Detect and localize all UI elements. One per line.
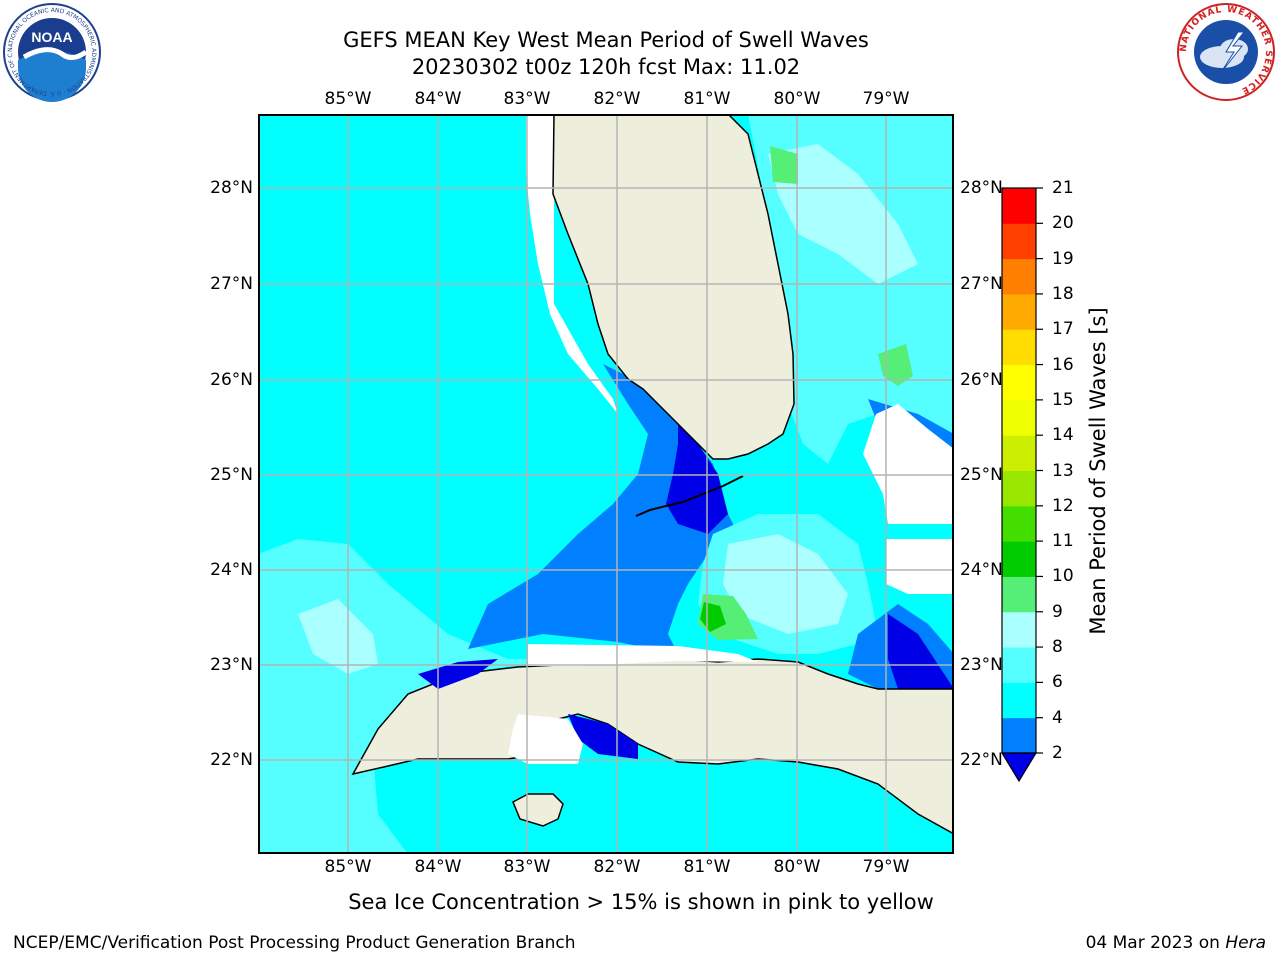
lat-label-right: 28°N bbox=[960, 178, 1003, 198]
lon-label-top: 81°W bbox=[683, 89, 731, 109]
lon-label-bottom: 85°W bbox=[324, 857, 372, 877]
colorbar-cell bbox=[1002, 258, 1036, 295]
lat-label-left: 26°N bbox=[210, 370, 253, 390]
lon-label-bottom: 83°W bbox=[503, 857, 551, 877]
lon-label-bottom: 84°W bbox=[414, 857, 462, 877]
map-subtitle: 20230302 t00z 120h fcst Max: 11.02 bbox=[411, 55, 801, 79]
florida-land bbox=[552, 114, 795, 460]
lon-label-bottom: 82°W bbox=[593, 857, 641, 877]
colorbar-extend-min bbox=[1000, 752, 1038, 783]
swell-period-map bbox=[258, 114, 954, 854]
sea-ice-note: Sea Ice Concentration > 15% is shown in … bbox=[348, 890, 934, 914]
florida-keys bbox=[635, 475, 744, 517]
footer-credit: NCEP/EMC/Verification Post Processing Pr… bbox=[13, 933, 576, 953]
colorbar-tick-label: 13 bbox=[1052, 460, 1074, 481]
lon-label-top: 84°W bbox=[414, 89, 462, 109]
colorbar-tick-label: 16 bbox=[1052, 354, 1074, 375]
colorbar-tick-label: 19 bbox=[1052, 248, 1074, 269]
colorbar-cell bbox=[1002, 611, 1036, 648]
contour-4s-keys bbox=[468, 364, 738, 654]
colorbar-cell bbox=[1002, 541, 1036, 577]
colorbar-cell bbox=[1002, 364, 1036, 401]
colorbar-cell bbox=[1002, 435, 1036, 471]
no-data-cuba-north bbox=[528, 644, 758, 666]
isla-juventud-land bbox=[512, 793, 564, 827]
colorbar-cell bbox=[1002, 576, 1036, 613]
colorbar-tick-label: 12 bbox=[1052, 495, 1074, 516]
lat-label-right: 27°N bbox=[960, 274, 1003, 294]
colorbar-cell bbox=[1002, 505, 1036, 542]
colorbar-tick-label: 8 bbox=[1052, 637, 1063, 658]
lon-label-top: 80°W bbox=[773, 89, 821, 109]
colorbar-cell bbox=[1002, 188, 1036, 224]
graticule bbox=[258, 114, 954, 854]
colorbar-tick-label: 18 bbox=[1052, 283, 1074, 304]
colorbar-tick-label: 10 bbox=[1052, 566, 1074, 587]
colorbar-tick-label: 6 bbox=[1052, 672, 1063, 693]
lon-label-top: 83°W bbox=[503, 89, 551, 109]
colorbar-tick-label: 20 bbox=[1052, 213, 1074, 234]
no-data-gulf-shelf bbox=[526, 114, 618, 414]
lat-label-right: 24°N bbox=[960, 560, 1003, 580]
contour-9s-straits bbox=[723, 534, 848, 634]
lon-label-top: 85°W bbox=[324, 89, 372, 109]
lon-label-bottom: 81°W bbox=[683, 857, 731, 877]
colorbar-tick-label: 2 bbox=[1052, 743, 1063, 763]
colorbar-cell bbox=[1002, 717, 1036, 754]
contour-9s-atlantic bbox=[768, 144, 918, 284]
lon-label-bottom: 79°W bbox=[862, 857, 910, 877]
colorbar-title: Mean Period of Swell Waves [s] bbox=[1086, 307, 1110, 635]
footer-machine: Hera bbox=[1225, 933, 1266, 953]
footer-date-text: 04 Mar 2023 on bbox=[1085, 933, 1226, 953]
lat-label-left: 27°N bbox=[210, 274, 253, 294]
colorbar-tick-label: 17 bbox=[1052, 319, 1074, 340]
lat-label-right: 26°N bbox=[960, 370, 1003, 390]
map-title: GEFS MEAN Key West Mean Period of Swell … bbox=[343, 28, 869, 52]
lat-label-left: 25°N bbox=[210, 465, 253, 485]
colorbar-cell bbox=[1002, 329, 1036, 366]
lat-label-right: 22°N bbox=[960, 750, 1003, 770]
noaa-logo-text: NOAA bbox=[31, 29, 72, 45]
colorbar-tick-label: 15 bbox=[1052, 389, 1074, 410]
lat-label-left: 24°N bbox=[210, 560, 253, 580]
colorbar-tick-label: 11 bbox=[1052, 531, 1074, 552]
colorbar bbox=[1000, 187, 1043, 783]
lat-label-left: 23°N bbox=[210, 655, 253, 675]
colorbar-cell bbox=[1002, 293, 1036, 330]
footer-date: 04 Mar 2023 on Hera bbox=[1086, 933, 1266, 953]
noaa-logo: NOAA NATIONAL OCEANIC AND ATMOSPHERIC AD… bbox=[2, 2, 101, 102]
lat-label-right: 23°N bbox=[960, 655, 1003, 675]
colorbar-cell bbox=[1002, 470, 1036, 507]
colorbar-cell bbox=[1002, 647, 1036, 683]
lon-label-top: 82°W bbox=[593, 89, 641, 109]
lat-label-left: 22°N bbox=[210, 750, 253, 770]
lat-label-right: 25°N bbox=[960, 465, 1003, 485]
contour-2s-batabano bbox=[568, 714, 638, 759]
no-data-bahamas-south bbox=[886, 539, 954, 594]
colorbar-tick-label: 4 bbox=[1052, 707, 1063, 728]
contour-10s-atlantic bbox=[770, 146, 798, 184]
colorbar-cell bbox=[1002, 682, 1036, 719]
colorbar-cell bbox=[1002, 399, 1036, 436]
colorbar-tick-label: 9 bbox=[1052, 601, 1063, 622]
contour-9s-southwest bbox=[298, 599, 378, 674]
lat-label-left: 28°N bbox=[210, 178, 253, 198]
colorbar-cell bbox=[1002, 223, 1036, 260]
lon-label-bottom: 80°W bbox=[773, 857, 821, 877]
contour-2s-keys bbox=[666, 414, 728, 534]
colorbar-tick-label: 21 bbox=[1052, 178, 1074, 198]
nws-logo: NATIONAL WEATHER SERVICE bbox=[1177, 3, 1275, 101]
contour-2s-cuba-east bbox=[888, 614, 954, 689]
map-frame bbox=[258, 114, 954, 854]
lon-label-top: 79°W bbox=[862, 89, 910, 109]
colorbar-tick-label: 14 bbox=[1052, 425, 1074, 446]
